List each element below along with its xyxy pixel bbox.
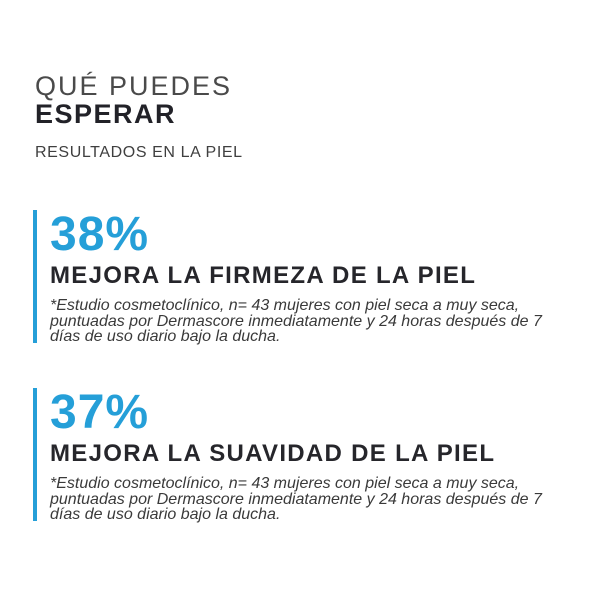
stat-block-firmeza: 38% MEJORA LA FIRMEZA DE LA PIEL *Estudi… (33, 208, 585, 345)
footnote-line: días de uso diario bajo la ducha. (50, 328, 281, 345)
footnote-line: *Estudio cosmetoclínico, n= 43 mujeres c… (50, 297, 520, 314)
page-title-line2: ESPERAR (35, 99, 177, 129)
footnote-line: *Estudio cosmetoclínico, n= 43 mujeres c… (50, 475, 520, 492)
footnote-line: días de uso diario bajo la ducha. (50, 506, 281, 523)
page-subtitle: RESULTADOS EN LA PIEL (35, 144, 243, 161)
stat-value-suavidad: 37% (50, 386, 150, 439)
stat-headline-suavidad: MEJORA LA SUAVIDAD DE LA PIEL (50, 440, 496, 467)
stat-headline-firmeza: MEJORA LA FIRMEZA DE LA PIEL (50, 262, 477, 289)
stat-block-suavidad: 37% MEJORA LA SUAVIDAD DE LA PIEL *Estud… (33, 386, 585, 523)
stat-footnote-suavidad: *Estudio cosmetoclínico, n= 43 mujeres c… (50, 476, 585, 523)
footnote-line: puntuadas por Dermascore inmediatamente … (50, 312, 542, 330)
page-title-line1: QUÉ PUEDES (35, 71, 233, 101)
footnote-line: puntuadas por Dermascore inmediatamente … (50, 490, 542, 508)
stat-footnote-firmeza: *Estudio cosmetoclínico, n= 43 mujeres c… (50, 298, 585, 345)
stat-value-firmeza: 38% (50, 208, 150, 261)
page-header: QUÉ PUEDES ESPERAR (35, 72, 232, 128)
